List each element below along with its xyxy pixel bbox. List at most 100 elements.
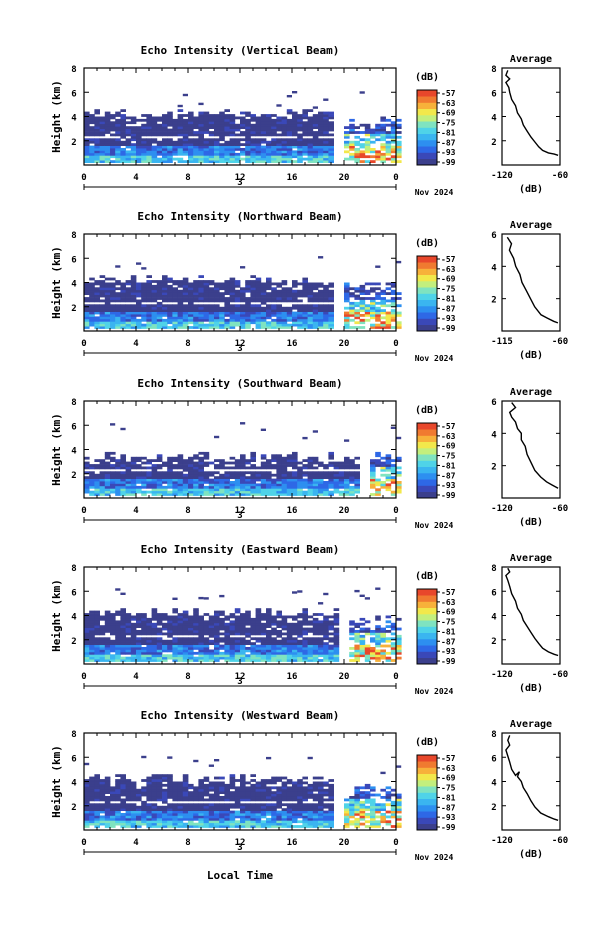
heatmap-cell [162,123,168,127]
heatmap-cell [359,617,366,621]
heatmap-cell [136,304,142,308]
heatmap-cell [99,637,106,641]
heatmap-cell [198,297,204,300]
heatmap-cell [250,649,256,653]
heatmap-cell [297,625,303,628]
heatmap-cell [375,490,381,494]
heatmap-cell [286,111,293,115]
heatmap-cell [286,478,293,482]
colorbar-tick-label: -93 [441,481,456,490]
heatmap-cell [390,145,397,149]
heatmap-cell [156,287,163,291]
heatmap-cell [104,118,111,122]
heatmap-cell [104,121,111,125]
heatmap-cell [120,485,126,489]
heatmap-cell [276,622,282,626]
panel-0: Echo Intensity (Vertical Beam)Height (km… [50,44,568,197]
heatmap-cell [182,786,189,790]
heatmap-cell [370,323,376,327]
heatmap-cell [271,478,277,482]
heatmap-cell [167,808,173,811]
heatmap-cell [84,625,90,628]
heatmap-cell [375,461,381,465]
heatmap-cell [104,630,111,633]
heatmap-cell [214,150,220,154]
heatmap-cell [302,145,308,149]
heatmap-cell [271,150,277,154]
heatmap-cell [260,133,267,137]
heatmap-cell [151,630,158,633]
heatmap-cell [110,647,116,650]
heatmap-cell [318,314,324,317]
heatmap-cell [245,282,251,286]
heatmap-cell [266,634,272,638]
heatmap-cell [89,796,95,799]
heatmap-cell [167,615,173,619]
heatmap-cell [318,140,324,144]
heatmap-cell [156,118,163,122]
heatmap-cell [323,155,329,159]
heatmap-cell [89,776,95,780]
heatmap-cell [104,615,111,619]
heatmap-cell [250,488,256,492]
heatmap-cell [333,615,340,619]
heatmap-cell [104,786,111,790]
heatmap-cell [188,649,194,653]
heatmap-cell [385,625,392,628]
heatmap-cell [390,121,397,125]
heatmap-cell [219,284,225,288]
heatmap-cell [375,294,381,298]
heatmap-cell [302,627,308,631]
heatmap-cell [141,803,147,807]
heatmap-cell [146,825,152,828]
heatmap-cell [110,138,116,142]
heatmap-cell [94,148,100,151]
heatmap-cell [349,143,355,146]
heatmap-cell [130,617,137,621]
heatmap-cell [245,825,251,828]
heatmap-cell [146,620,152,624]
heatmap-cell [255,292,262,295]
heatmap-cell [286,490,293,494]
colorbar-segment [417,614,437,621]
heatmap-cell [84,485,90,489]
heatmap-cell [104,114,111,117]
heatmap-cell [151,627,158,631]
heatmap-cell [385,123,392,127]
heatmap-cell [245,786,251,790]
heatmap-cell [156,622,163,626]
heatmap-cell [89,642,95,645]
heatmap-cell [94,647,100,650]
heatmap-cell [203,118,210,122]
heatmap-cell [208,490,215,494]
heatmap-cell [94,464,100,467]
heatmap-cell [224,659,230,662]
heatmap-cell [115,121,121,125]
heatmap-cell [385,118,392,122]
heatmap-cell [234,820,241,824]
heatmap-cell [375,488,381,492]
heatmap-cell [234,659,241,662]
heatmap-cell [255,483,262,487]
heatmap-cell [141,123,147,127]
heatmap-cell [250,145,256,149]
heatmap-cell [375,155,381,159]
heatmap-cell [255,116,262,120]
heatmap-cell [141,306,147,310]
heatmap-cell [198,803,204,807]
heatmap-cell [84,642,90,645]
heatmap-cell [125,304,132,308]
heatmap-cell [84,316,90,320]
heatmap-cell [307,140,314,144]
heatmap-cell [167,644,173,648]
heatmap-cell [302,133,308,137]
heatmap-cell [266,299,272,303]
heatmap-cell [172,597,178,600]
heatmap-cell [208,798,215,802]
heatmap-cell [328,620,334,624]
heatmap-cell [297,478,303,482]
heatmap-cell [328,485,334,489]
heatmap-cell [219,651,225,655]
heatmap-cell [125,613,132,616]
heatmap-cell [245,140,251,144]
